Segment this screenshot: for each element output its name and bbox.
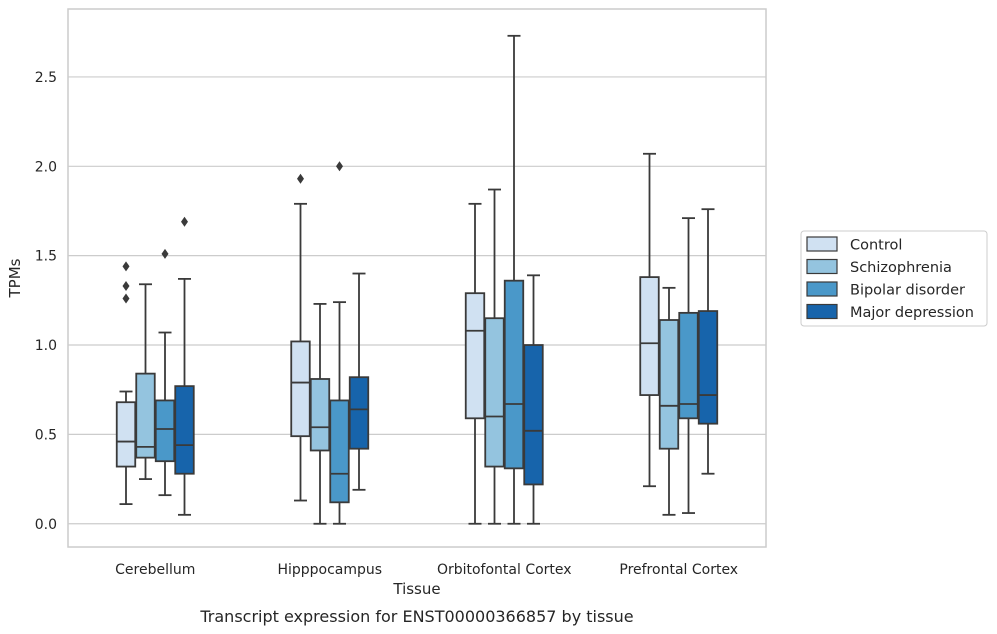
series-group	[135, 188, 680, 525]
x-tick-label: Prefrontal Cortex	[619, 562, 738, 578]
legend-label: Control	[850, 238, 902, 254]
outlier-point	[122, 281, 130, 292]
x-tick-label: Cerebellum	[115, 562, 195, 578]
box-iqr	[329, 399, 350, 504]
box-iqr	[678, 311, 699, 420]
legend: Control Schizophrenia Bipolar disorder Majo…	[800, 230, 988, 327]
outlier-point	[336, 161, 343, 172]
figure-caption: Transcript expression for ENST0000036685…	[199, 607, 633, 626]
box-3-3	[697, 208, 719, 475]
box-iqr	[484, 317, 505, 468]
x-tick-label: Hipppocampus	[277, 562, 382, 578]
box-2-2	[503, 34, 525, 525]
legend-label: Schizophrenia	[850, 260, 952, 276]
outlier-point	[122, 293, 130, 304]
box-iqr	[697, 310, 719, 425]
box-iqr	[309, 378, 331, 452]
x-tick-label: Orbitofontal Cortex	[437, 562, 572, 578]
box-2-1	[329, 161, 350, 525]
y-tick-label: 0.0	[35, 517, 57, 533]
box-iqr	[503, 279, 525, 470]
outlier-point	[161, 248, 169, 259]
legend-swatch	[806, 281, 838, 297]
y-tick-label: 2.5	[35, 70, 57, 86]
x-axis-ticks: Cerebellum Hipppocampus Orbitofontal Corte…	[115, 562, 738, 578]
outlier-point	[297, 173, 304, 184]
box-1-3	[658, 286, 680, 516]
box-iqr	[174, 385, 195, 475]
box-series	[115, 34, 719, 525]
legend-swatch	[806, 303, 838, 320]
outlier-point	[181, 216, 188, 227]
legend-frame	[800, 230, 988, 327]
plot-frame	[67, 8, 767, 548]
outlier-point	[122, 261, 130, 272]
series-group	[154, 34, 699, 525]
series-group	[115, 152, 660, 525]
box-0-2	[464, 202, 486, 525]
y-tick-label: 1.0	[35, 338, 57, 354]
y-axis-ticks: 0.0 0.5 1.0 1.5 2.0 2.5	[35, 70, 57, 533]
legend-label: Bipolar disorder	[850, 283, 965, 299]
legend-label: Major depression	[850, 305, 974, 321]
box-iqr	[658, 319, 680, 450]
box-iqr	[639, 276, 660, 396]
box-0-0	[115, 261, 137, 506]
box-iqr	[135, 372, 156, 459]
box-1-0	[135, 283, 156, 480]
box-iqr	[348, 376, 370, 450]
box-3-2	[523, 274, 544, 525]
legend-swatch	[806, 236, 838, 252]
box-iqr	[154, 399, 176, 463]
box-1-2	[484, 188, 505, 525]
box-iqr	[523, 344, 544, 486]
box-1-1	[309, 303, 331, 525]
series-group	[174, 208, 719, 525]
box-0-1	[290, 173, 311, 502]
box-3-0	[174, 216, 195, 516]
box-3-1	[348, 272, 370, 491]
legend-swatch	[806, 258, 838, 275]
y-axis-label: TPMs	[6, 258, 24, 298]
y-tick-label: 1.5	[35, 249, 57, 265]
box-iqr	[115, 401, 137, 468]
box-iqr	[290, 340, 311, 438]
y-tick-label: 2.0	[35, 159, 57, 175]
box-2-3	[678, 217, 699, 514]
box-0-3	[639, 152, 660, 488]
box-2-0	[154, 248, 176, 497]
box-iqr	[464, 292, 486, 420]
y-tick-label: 0.5	[35, 427, 57, 443]
x-axis-label: Tissue	[392, 580, 440, 598]
